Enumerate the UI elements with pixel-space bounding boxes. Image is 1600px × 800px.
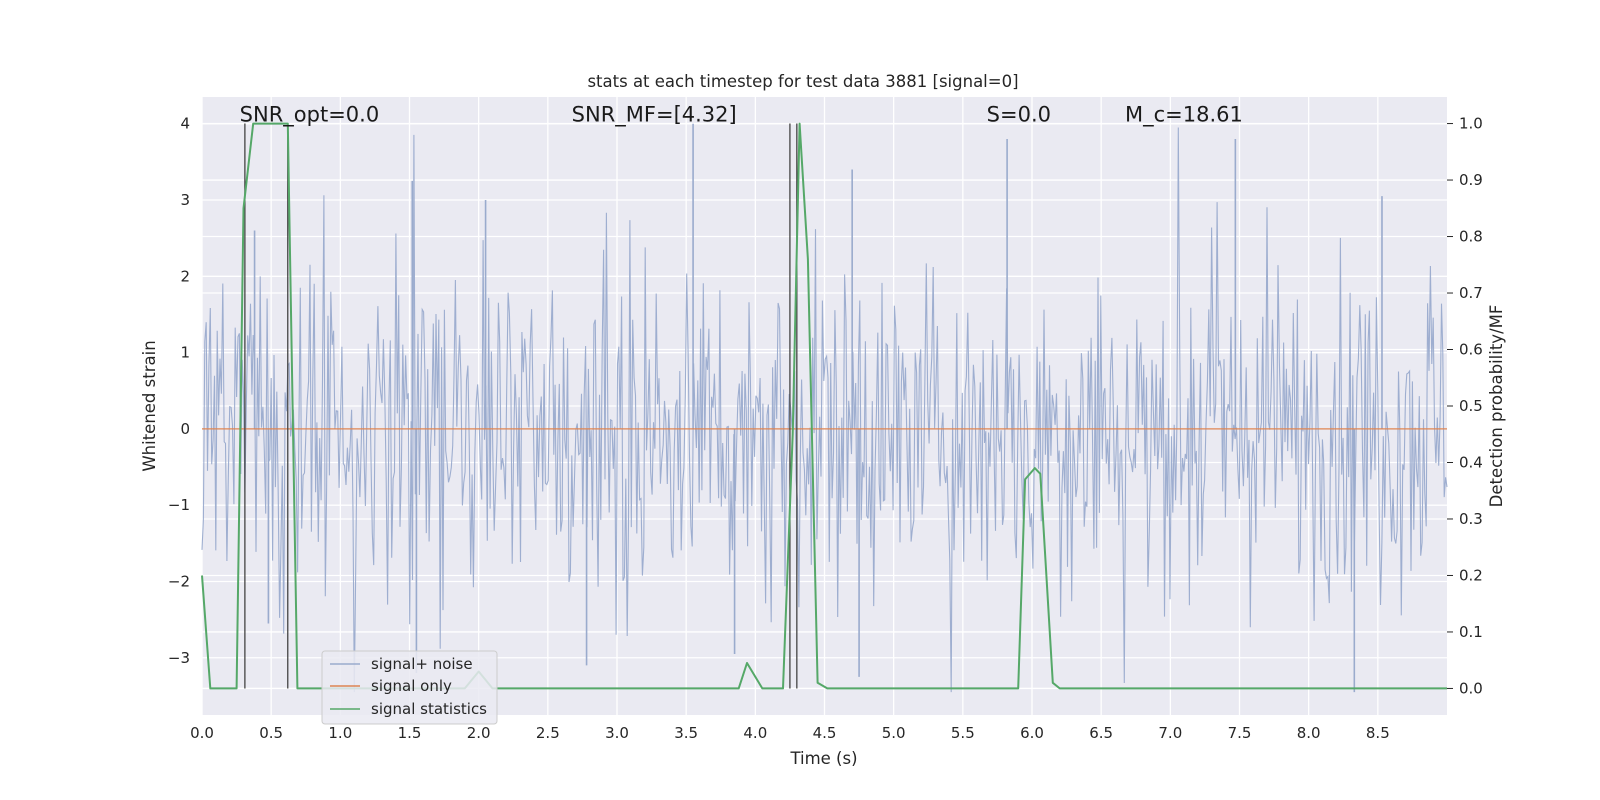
x-tick-label: 3.5 (674, 724, 698, 742)
x-tick-label: 0.5 (259, 724, 283, 742)
y-tick-label: −3 (168, 649, 190, 667)
statistics-series (201, 122, 1447, 690)
x-tick-label: 5.5 (951, 724, 975, 742)
legend: signal+ noise signal only signal statist… (321, 650, 498, 725)
y2-axis-label: Detection probability/MF (1487, 305, 1506, 508)
y2-tick-labels: 0.0 0.1 0.2 0.3 0.4 0.5 0.6 0.7 0.8 0.9 1.0 (1447, 115, 1483, 697)
y-axis-label: Whitened strain (140, 340, 159, 471)
y2-tick-label: 0.6 (1459, 341, 1483, 359)
x-tick-label: 1.5 (398, 724, 422, 742)
x-tick-label: 2.0 (467, 724, 491, 742)
y2-tick-label: 0.0 (1459, 679, 1483, 697)
chart-title: stats at each timestep for test data 388… (587, 72, 1018, 91)
y-tick-label: −2 (168, 572, 190, 590)
legend-box (321, 650, 498, 725)
y-tick-label: −1 (168, 496, 190, 514)
y2-tick-label: 0.4 (1459, 453, 1483, 471)
legend-entry-noise: signal+ noise (371, 655, 473, 673)
x-axis-label: Time (s) (789, 749, 857, 768)
noise-series (201, 123, 1448, 693)
legend-entry-signal: signal only (371, 677, 452, 695)
annotation-snr-mf: SNR_MF=[4.32] (572, 103, 737, 128)
y-tick-label: 3 (180, 191, 190, 209)
y2-tick-label: 0.7 (1459, 284, 1483, 302)
y2-tick-label: 0.8 (1459, 228, 1483, 246)
x-tick-labels: 0.0 0.5 1.0 1.5 2.0 2.5 3.0 3.5 4.0 4.5 5.0 5.5 6.0 6… (190, 724, 1390, 742)
annotation-chirp-mass: M_c=18.61 (1125, 103, 1243, 128)
noise-trace (201, 127, 1448, 693)
y-tick-label: 2 (180, 267, 190, 285)
y2-tick-label: 0.9 (1459, 171, 1483, 189)
y2-tick-label: 0.3 (1459, 510, 1483, 528)
x-tick-label: 8.0 (1297, 724, 1321, 742)
x-tick-label: 8.5 (1366, 724, 1390, 742)
y2-tick-label: 1.0 (1459, 115, 1483, 133)
statistics-line (201, 122, 1447, 690)
x-tick-label: 7.5 (1228, 724, 1252, 742)
x-tick-label: 4.0 (743, 724, 767, 742)
x-tick-label: 0.0 (190, 724, 214, 742)
x-tick-label: 7.0 (1158, 724, 1182, 742)
y2-tick-label: 0.2 (1459, 566, 1483, 584)
x-tick-label: 6.5 (1089, 724, 1113, 742)
x-tick-label: 3.0 (605, 724, 629, 742)
annotation-snr-opt: SNR_opt=0.0 (240, 103, 380, 128)
legend-entry-statistics: signal statistics (371, 700, 487, 718)
y-tick-label: 1 (180, 344, 190, 362)
y2-tick-label: 0.1 (1459, 623, 1483, 641)
x-tick-label: 1.0 (328, 724, 352, 742)
annotations: SNR_opt=0.0 SNR_MF=[4.32] S=0.0 M_c=18.61 (240, 103, 1243, 128)
y-tick-labels: −3 −2 −1 0 1 2 3 4 (168, 115, 190, 667)
x-tick-label: 5.0 (882, 724, 906, 742)
y2-tick-label: 0.5 (1459, 397, 1483, 415)
x-tick-label: 4.5 (813, 724, 837, 742)
x-tick-label: 6.0 (1020, 724, 1044, 742)
y-tick-label: 0 (180, 420, 190, 438)
y-tick-label: 4 (180, 115, 190, 133)
annotation-s-value: S=0.0 (987, 103, 1051, 127)
x-tick-label: 2.5 (536, 724, 560, 742)
